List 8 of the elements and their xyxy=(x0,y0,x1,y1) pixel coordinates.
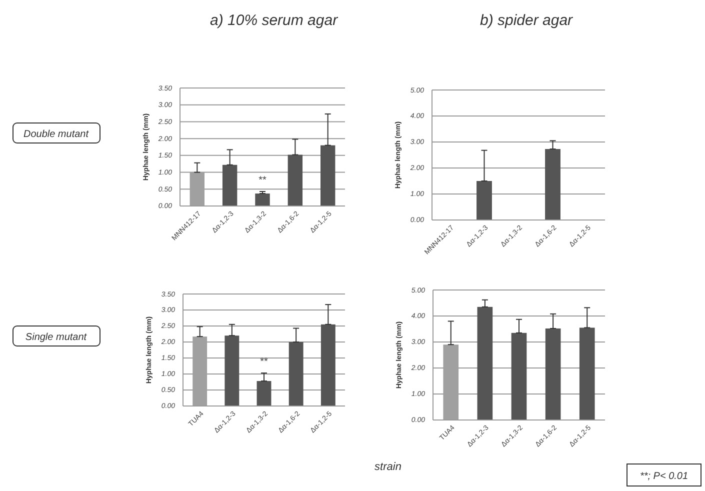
text: **; P< 0.01 xyxy=(640,471,688,482)
annotation: ** xyxy=(258,175,266,186)
chart-title: a) 10% serum agar xyxy=(210,12,339,29)
annotation: ** xyxy=(260,356,268,368)
chart-title: b) spider agar xyxy=(480,12,574,29)
x-axis-title: strain xyxy=(374,461,402,473)
text: Double mutant xyxy=(23,129,90,140)
text: Single mutant xyxy=(25,332,88,343)
